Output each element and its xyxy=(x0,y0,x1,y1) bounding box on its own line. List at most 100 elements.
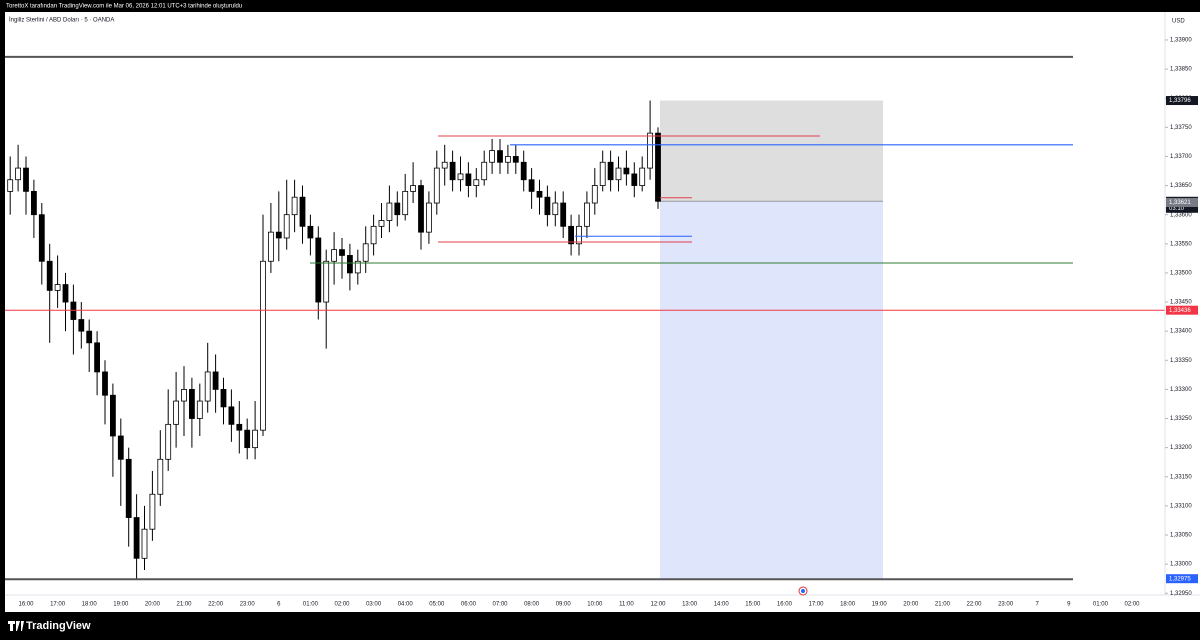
candle-body xyxy=(418,185,424,233)
x-tick-label: 18:00 xyxy=(82,602,98,608)
x-tick-label: 20:00 xyxy=(903,602,919,608)
candle-body xyxy=(110,394,116,437)
candle-body xyxy=(117,435,124,460)
candle-body xyxy=(291,196,298,216)
price-label-box xyxy=(1166,96,1198,106)
countdown: 03:10 xyxy=(1169,206,1185,212)
price-label: 1,32975 xyxy=(1169,576,1191,582)
candle-body xyxy=(78,319,85,332)
chart-area xyxy=(5,12,1200,612)
y-tick-label: 1,33850 xyxy=(1170,67,1192,73)
candle-body xyxy=(410,185,417,192)
candle-body xyxy=(544,196,551,216)
y-tick-label: 1,33300 xyxy=(1170,387,1192,393)
x-tick-label: 9 xyxy=(1067,602,1071,608)
candle-body xyxy=(607,161,614,181)
candle-body xyxy=(370,225,377,245)
candle-body xyxy=(188,389,195,419)
candle-body xyxy=(15,167,22,181)
candle-body xyxy=(425,202,432,233)
candle-body xyxy=(70,301,77,320)
candle-body xyxy=(615,167,622,181)
position-stop-zone xyxy=(660,100,883,202)
candle-body xyxy=(552,202,559,216)
x-tick-label: 22:00 xyxy=(208,602,224,608)
candle-body xyxy=(212,371,219,390)
candle-body xyxy=(473,179,480,186)
x-tick-label: 06:00 xyxy=(461,602,477,608)
x-tick-label: 23:00 xyxy=(998,602,1014,608)
y-tick-label: 1,33150 xyxy=(1170,474,1192,480)
y-tick-label: 1,33250 xyxy=(1170,416,1192,422)
x-tick-label: 21:00 xyxy=(176,602,192,608)
candle-body xyxy=(489,150,496,163)
candle-body xyxy=(378,220,385,227)
candle-body xyxy=(236,423,243,431)
candle-body xyxy=(631,173,638,186)
candle-body xyxy=(497,150,503,163)
candle-body xyxy=(54,284,61,291)
candle-body xyxy=(244,429,251,449)
candle-body xyxy=(457,173,464,181)
x-tick-label: 15:00 xyxy=(745,602,761,608)
x-tick-label: 08:00 xyxy=(524,602,540,608)
candle-body xyxy=(433,167,440,204)
candle-body xyxy=(584,202,590,227)
y-tick-label: 1,33700 xyxy=(1170,154,1192,160)
logo-text: TradingView xyxy=(26,620,91,632)
candle-body xyxy=(576,225,582,245)
candle-body xyxy=(481,161,488,181)
x-tick-label: 19:00 xyxy=(872,602,888,608)
event-icon-inner xyxy=(801,589,805,593)
candle-body xyxy=(441,161,448,169)
candle-body xyxy=(181,389,187,402)
x-tick-label: 07:00 xyxy=(492,602,508,608)
y-tick-label: 1,33100 xyxy=(1170,503,1192,509)
candle-body xyxy=(125,458,132,518)
currency: USD xyxy=(1172,19,1185,25)
candle-body xyxy=(402,190,409,216)
y-tick-label: 1,33900 xyxy=(1170,38,1192,44)
y-tick-label: 1,33200 xyxy=(1170,445,1192,451)
candle-body xyxy=(339,249,345,256)
candle-body xyxy=(23,167,29,192)
plot xyxy=(5,55,1165,581)
y-tick-label: 1,32950 xyxy=(1170,591,1192,597)
candle-body xyxy=(283,214,290,239)
x-tick-label: 16:00 xyxy=(777,602,793,608)
candle-body xyxy=(528,179,535,192)
x-tick-label: 01:00 xyxy=(303,602,319,608)
x-tick-label: 02:00 xyxy=(334,602,350,608)
candle-body xyxy=(639,167,646,186)
x-tick-label: 23:00 xyxy=(240,602,256,608)
y-tick-label: 1,33600 xyxy=(1170,212,1192,218)
candle-body xyxy=(465,173,472,186)
candle-body xyxy=(449,161,456,181)
candle-body xyxy=(394,202,401,216)
y-tick-label: 1,33000 xyxy=(1170,562,1192,568)
y-tick-label: 1,33550 xyxy=(1170,241,1192,247)
x-tick-label: 20:00 xyxy=(145,602,161,608)
x-tick-label: 02:00 xyxy=(1124,602,1140,608)
candle-body xyxy=(362,243,369,262)
x-tick-label: 05:00 xyxy=(429,602,445,608)
price-label-box xyxy=(1166,574,1198,584)
x-tick-label: 19:00 xyxy=(113,602,129,608)
x-tick-label: 21:00 xyxy=(935,602,951,608)
x-tick-label: 18:00 xyxy=(840,602,856,608)
candle-body xyxy=(623,167,630,175)
candle-body xyxy=(346,255,353,274)
candle-body xyxy=(7,179,14,192)
y-tick-label: 1,33050 xyxy=(1170,533,1192,539)
x-tick-label: 09:00 xyxy=(556,602,572,608)
candle-body xyxy=(62,284,69,303)
candle-body xyxy=(536,190,543,198)
candle-body xyxy=(599,161,606,186)
caption: TorettoX tarafından TradingView.com ile … xyxy=(6,4,242,10)
x-tick-label: 13:00 xyxy=(682,602,698,608)
logo-mark xyxy=(8,621,24,631)
x-tick-label: 03:00 xyxy=(366,602,382,608)
candle-body xyxy=(260,260,266,431)
y-tick-label: 1,33650 xyxy=(1170,183,1192,189)
